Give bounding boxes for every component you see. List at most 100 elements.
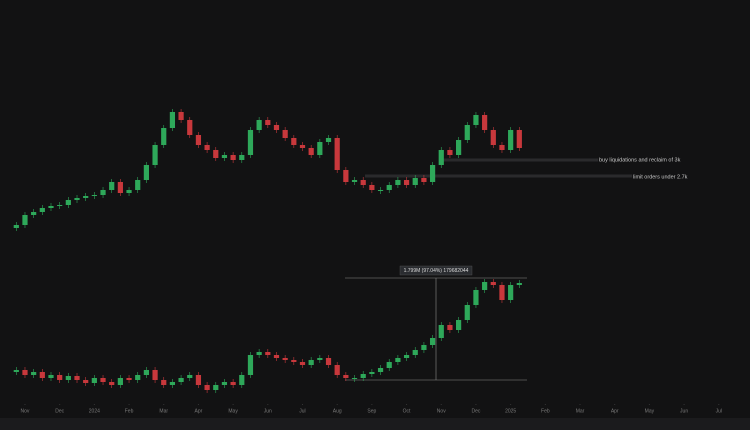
candle (490, 282, 496, 285)
candle (403, 355, 410, 358)
candle (438, 150, 444, 165)
candle (456, 320, 462, 330)
candle (117, 378, 123, 385)
candle (447, 325, 453, 330)
candle (386, 362, 392, 368)
candle (83, 196, 89, 198)
x-tick-label: 2024 (89, 408, 100, 414)
candle (412, 350, 418, 355)
candle (83, 380, 89, 383)
candle (516, 283, 522, 285)
candle (351, 378, 358, 379)
candle (438, 325, 444, 338)
candle (499, 145, 505, 150)
candle (13, 370, 19, 372)
candle (325, 358, 332, 365)
measure-label: 1.799M (97.04%) 179682044 (404, 268, 469, 274)
x-tick-label: 2025 (505, 408, 516, 414)
candle (100, 378, 106, 382)
candle (334, 138, 340, 170)
bottom-bar (0, 418, 750, 430)
candle (317, 142, 323, 155)
candle (299, 145, 306, 148)
candle (91, 195, 97, 196)
candle (516, 130, 522, 148)
candle (473, 115, 479, 125)
candle (126, 378, 132, 380)
candle (377, 190, 384, 191)
candle (65, 200, 71, 205)
x-tick-label: Feb (125, 408, 134, 414)
candle (256, 352, 262, 355)
candle (412, 178, 418, 185)
candle (499, 285, 505, 300)
candle (135, 375, 141, 380)
x-tick-label: Jul (299, 408, 305, 414)
x-tick-label: Oct (403, 408, 411, 414)
candle (239, 375, 245, 385)
candle (230, 382, 236, 385)
x-tick-label: Mar (159, 408, 168, 414)
candle (204, 385, 210, 390)
candle (221, 382, 228, 385)
candle (273, 125, 280, 130)
x-tick-label: Nov (21, 408, 30, 414)
candle (152, 145, 158, 165)
candle (117, 182, 123, 193)
candle (13, 225, 19, 228)
candle (429, 338, 436, 345)
candle (195, 135, 202, 145)
candle (343, 375, 349, 378)
candle (334, 365, 340, 375)
candle (22, 370, 28, 375)
candle (230, 155, 236, 160)
candle (187, 375, 193, 378)
candle (360, 374, 366, 378)
candle (169, 382, 176, 385)
candle (456, 140, 462, 155)
candle (256, 120, 262, 130)
candle (22, 215, 28, 225)
candle (126, 190, 132, 193)
candle (403, 180, 410, 185)
candle (247, 355, 254, 375)
candle (221, 155, 228, 158)
candle (152, 370, 158, 380)
candle (100, 190, 106, 195)
x-tick-label: May (228, 408, 238, 414)
candle (48, 375, 54, 378)
x-tick-label: Mar (576, 408, 585, 414)
candle (265, 120, 271, 125)
candle (282, 358, 288, 360)
x-tick-label: Nov (437, 408, 446, 414)
candle (48, 206, 54, 208)
candle (508, 130, 514, 150)
candle (482, 282, 488, 290)
x-tick-label: Aug (333, 408, 342, 414)
candle (386, 185, 392, 190)
candle (282, 130, 288, 138)
candle (161, 128, 167, 145)
candle (31, 212, 37, 215)
candle (109, 182, 115, 190)
x-tick-label: Dec (471, 408, 480, 414)
candle (395, 358, 401, 362)
candle (74, 198, 80, 200)
x-tick-label: Jun (264, 408, 272, 414)
x-tick-label: Apr (195, 408, 203, 414)
candle (421, 178, 427, 182)
candle (343, 170, 349, 182)
candle (31, 372, 37, 375)
candle (143, 370, 149, 375)
candle (265, 352, 271, 355)
x-tick-label: May (645, 408, 655, 414)
candle (325, 138, 332, 142)
annotation: buy liquidations and reclaim of 3k (599, 157, 681, 163)
candle (273, 355, 280, 358)
candle (65, 376, 71, 380)
candle (39, 372, 45, 378)
x-tick-label: Jun (680, 408, 688, 414)
candle (369, 372, 375, 374)
candle (351, 180, 358, 182)
